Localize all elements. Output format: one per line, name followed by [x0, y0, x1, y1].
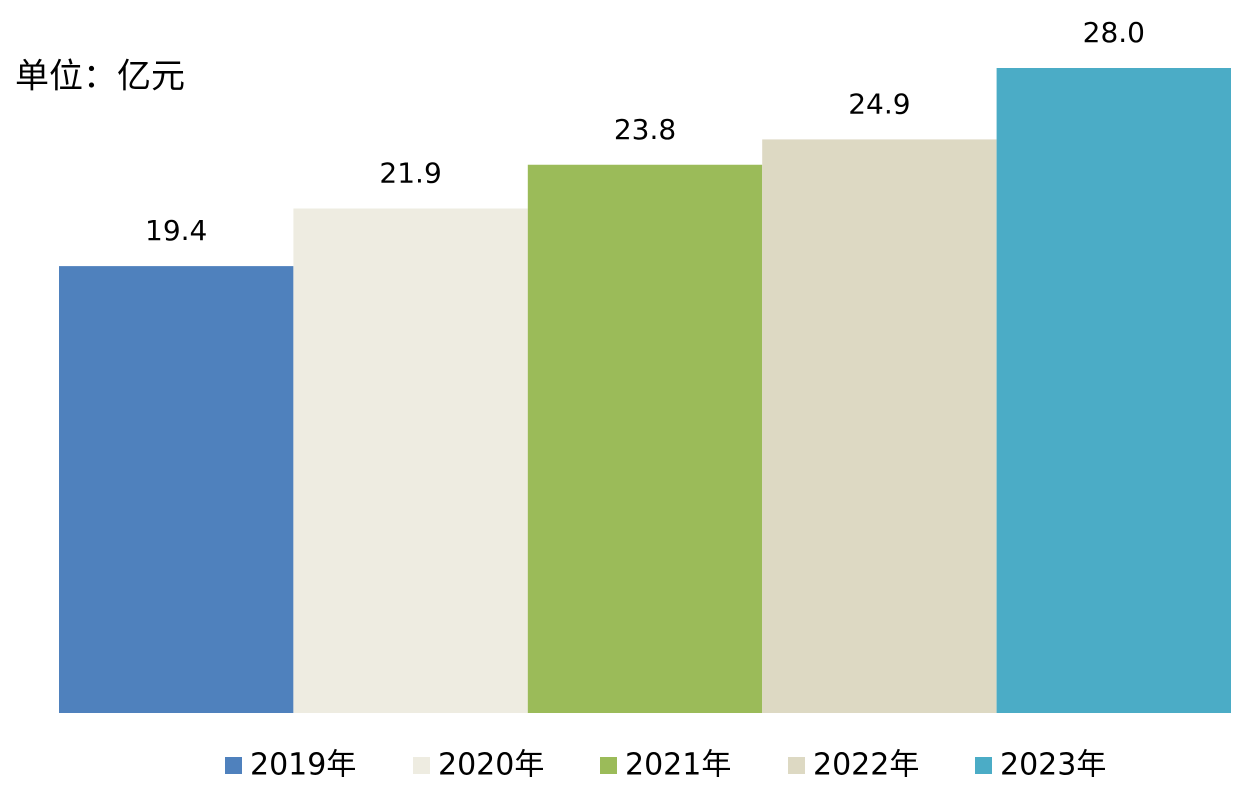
data-label: 19.4 — [145, 214, 207, 247]
legend-swatch — [788, 757, 805, 774]
legend-swatch — [975, 757, 992, 774]
data-label: 24.9 — [848, 87, 910, 120]
bar — [996, 68, 1231, 713]
data-label: 21.9 — [379, 157, 441, 190]
legend-label: 2020年 — [438, 748, 544, 783]
legend-label: 2019年 — [250, 748, 356, 783]
legend-swatch — [600, 757, 617, 774]
legend-swatch — [413, 757, 430, 774]
bar — [59, 266, 294, 713]
legend-label: 2022年 — [813, 748, 919, 783]
legend-label: 2021年 — [625, 748, 731, 783]
unit-label: 单位：亿元 — [15, 57, 185, 97]
data-label: 23.8 — [614, 113, 676, 146]
bar — [293, 208, 528, 713]
bar — [762, 139, 997, 714]
bar — [527, 164, 763, 713]
legend-swatch — [225, 757, 242, 774]
data-label: 28.0 — [1083, 16, 1145, 49]
legend-label: 2023年 — [1000, 748, 1106, 783]
